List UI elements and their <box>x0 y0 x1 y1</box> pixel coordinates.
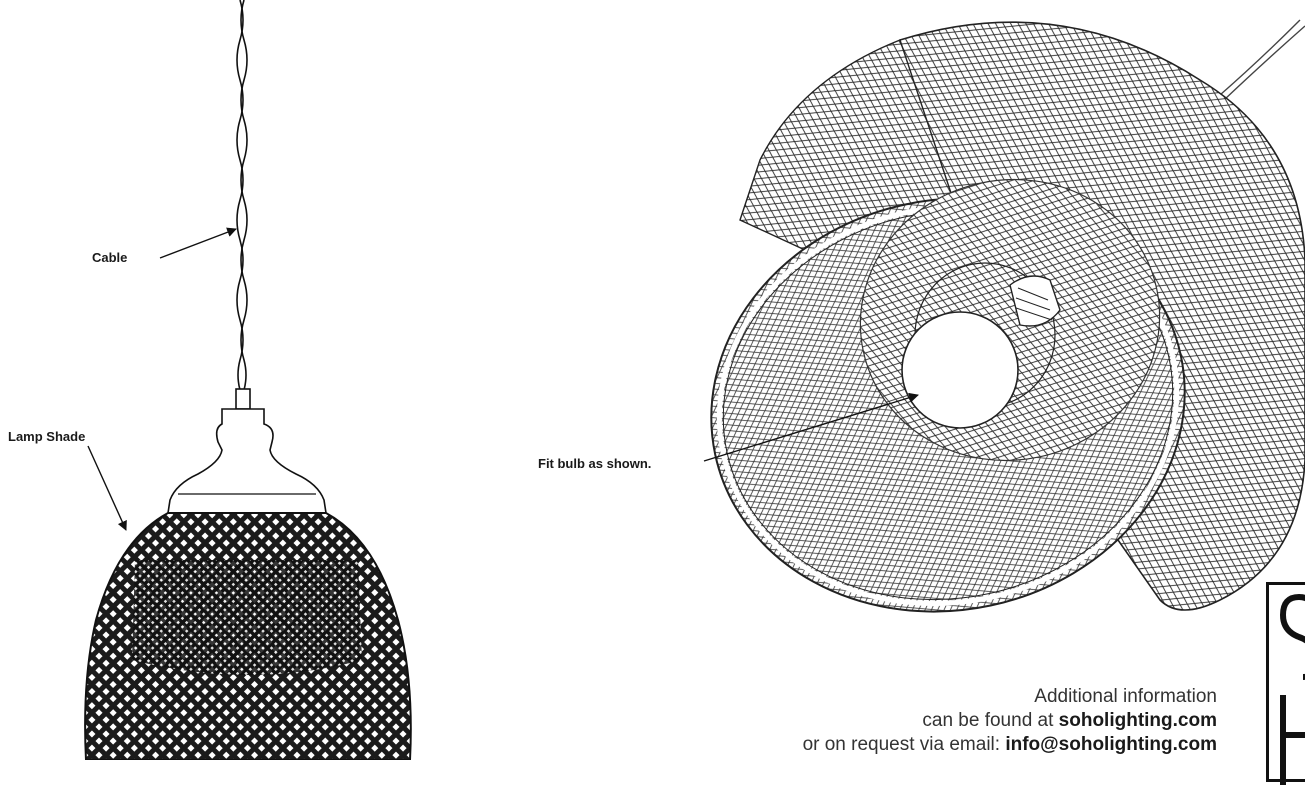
cable-illustration-right <box>1219 19 1301 96</box>
cable-pointer <box>159 227 237 259</box>
cable-illustration <box>236 0 248 391</box>
bulb-icon <box>901 311 1019 429</box>
website-link[interactable]: soholighting.com <box>1058 710 1217 731</box>
info-line-2-prefix: can be found at <box>922 710 1059 731</box>
pendant-lamp-illustration <box>84 0 412 761</box>
cable-label: Cable <box>92 250 128 265</box>
info-line-1: Additional information <box>1034 686 1217 707</box>
inner-shade-mesh <box>132 560 362 675</box>
lamp-shade-pointer <box>87 445 127 531</box>
info-line-3: or on request via email: info@soholighti… <box>803 733 1217 757</box>
fit-bulb-label: Fit bulb as shown. <box>538 456 652 471</box>
fit-bulb-pointer <box>703 392 919 462</box>
email-link[interactable]: info@soholighting.com <box>1005 734 1217 755</box>
info-line-2: can be found at soholighting.com <box>803 709 1217 733</box>
lamp-holder-cap <box>167 408 327 514</box>
soho-logo <box>1266 582 1305 785</box>
bulb-socket <box>1009 275 1061 327</box>
additional-info: Additional information can be found at s… <box>803 685 1217 757</box>
tilted-shade-illustration <box>710 19 1305 613</box>
lamp-shade-label: Lamp Shade <box>8 429 86 444</box>
cable-grip <box>235 388 251 410</box>
instruction-diagram: Cable Lamp Shade Fit bulb as shown. Addi… <box>8 0 1305 785</box>
illustration-canvas <box>84 0 1305 761</box>
info-line-3-prefix: or on request via email: <box>802 734 1006 755</box>
soho-logo-glyphs <box>1279 593 1305 785</box>
